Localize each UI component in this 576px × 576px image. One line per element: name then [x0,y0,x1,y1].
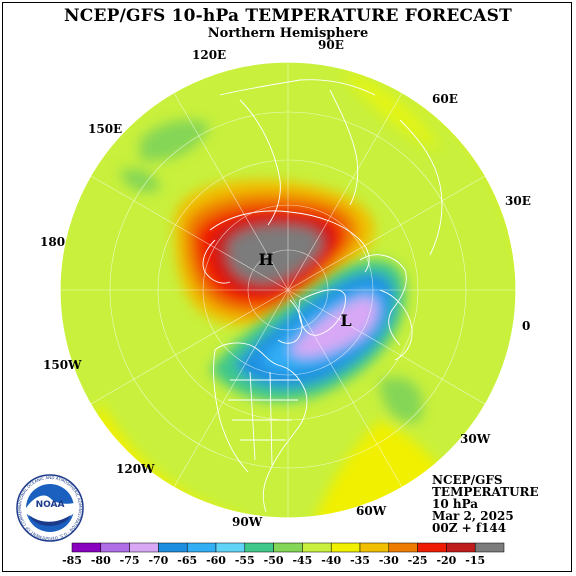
colorbar-swatch [100,542,130,553]
colorbar-tick-label: -35 [350,554,370,567]
temperature-field [60,62,516,518]
map-frame [2,2,572,572]
colorbar-tick-label: -25 [408,554,428,567]
info-block: NCEP/GFS TEMPERATURE 10 hPa Mar 2, 2025 … [432,474,539,534]
colorbar-swatch [71,542,102,553]
colorbar-tick-label: -70 [148,554,168,567]
colorbar-tick-label: -80 [91,554,111,567]
colorbar-swatch [359,542,390,553]
colorbar-swatch [158,542,188,553]
colorbar-tick-label: -40 [321,554,341,567]
colorbar-swatch [474,542,505,553]
info-level: 10 hPa [432,497,479,511]
colorbar: -85 -80 -75 -70 -65 -60 -55 -50 -45 -40 -35 -30 -25-… [62,542,505,567]
lon-label-60w: 60W [356,504,387,518]
colorbar-tick-label: -15 [465,554,485,567]
map-title: NCEP/GFS 10-hPa TEMPERATURE FORECAST [64,6,512,26]
colorbar-tick-label: -85 [62,554,82,567]
colorbar-swatch [446,542,476,553]
lon-label-30w: 30W [460,432,491,446]
colorbar-swatch [215,542,246,553]
lon-label-120w: 120W [116,462,155,476]
lon-label-180: 180 [40,235,66,249]
colorbar-tick-label: -20 [436,554,456,567]
colorbar-swatch [273,542,303,553]
lon-label-120e: 120E [192,48,227,62]
info-forecast-hour: 00Z + f144 [432,521,507,535]
colorbar-swatch [129,542,159,553]
colorbar-swatch [388,542,418,553]
info-date: Mar 2, 2025 [432,509,514,523]
colorbar-tick-label: -75 [120,554,140,567]
noaa-logo: NOAA NATIONAL OCEANIC AND ATMOSPHERIC AD… [15,473,85,543]
map-subtitle: Northern Hemisphere [207,26,369,41]
high-marker: H [258,250,273,269]
colorbar-swatch [417,542,447,553]
map-border [59,61,517,519]
colorbar-swatch [186,542,217,553]
lon-label-150w: 150W [43,358,82,372]
colorbar-tick-label: -45 [292,554,312,567]
lon-label-0: 0 [522,319,531,333]
colorbar-tick-label: -60 [206,554,226,567]
colorbar-tick-label: -55 [235,554,255,567]
colorbar-tick-label: -50 [264,554,284,567]
low-marker: L [340,311,351,330]
lon-label-60e: 60E [432,92,458,106]
info-variable: TEMPERATURE [432,485,539,499]
colorbar-tick-label: -65 [177,554,197,567]
lon-label-90e: 90E [318,38,344,52]
lon-label-90w: 90W [232,515,263,529]
lon-label-150e: 150E [88,122,123,136]
colorbar-tick-label: -30 [379,554,399,567]
coastlines [202,79,443,513]
colorbar-swatch [330,542,361,553]
colorbar-swatch [244,542,274,553]
svg-text:NOAA: NOAA [36,500,65,510]
info-model: NCEP/GFS [432,473,503,487]
lon-label-30e: 30E [505,194,531,208]
colorbar-swatch [302,542,332,553]
